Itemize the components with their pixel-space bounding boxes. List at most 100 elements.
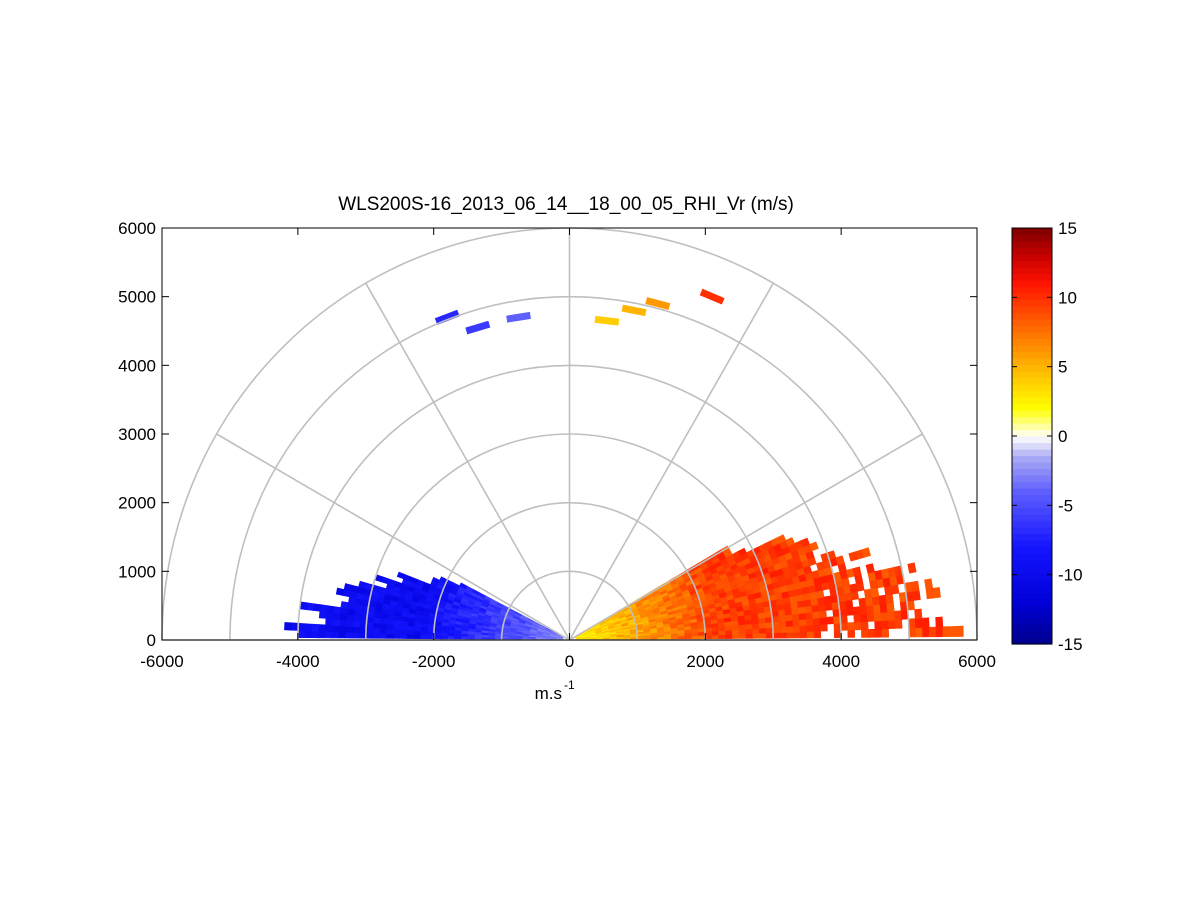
velocity-cell xyxy=(866,564,875,574)
velocity-cell xyxy=(447,636,454,639)
colorbar-swatch xyxy=(1012,397,1052,404)
velocity-cell xyxy=(753,628,760,633)
colorbar-tick-label: 15 xyxy=(1058,219,1077,238)
velocity-cell xyxy=(814,631,821,638)
velocity-cell xyxy=(871,588,879,597)
velocity-cell xyxy=(739,629,746,634)
velocity-cell xyxy=(846,607,854,615)
velocity-cell xyxy=(705,635,712,639)
velocity-cell xyxy=(875,629,882,637)
velocity-cell xyxy=(807,631,814,638)
velocity-cell xyxy=(915,609,922,619)
colorbar-swatch xyxy=(1012,469,1052,476)
velocity-cell xyxy=(339,620,346,627)
colorbar-swatch xyxy=(1012,573,1052,580)
velocity-cell xyxy=(325,625,332,632)
velocity-cell xyxy=(812,611,819,618)
velocity-cell xyxy=(346,626,353,632)
velocity-cell xyxy=(340,614,347,621)
velocity-cell xyxy=(732,634,739,639)
colorbar-swatch xyxy=(1012,358,1052,365)
colorbar-tick-label: 5 xyxy=(1058,358,1067,377)
colorbar-swatch xyxy=(1012,248,1052,255)
velocity-cell xyxy=(336,588,344,596)
velocity-cell xyxy=(880,604,888,613)
x-tick-label: -6000 xyxy=(140,652,183,671)
colorbar-swatch xyxy=(1012,618,1052,625)
velocity-cell xyxy=(291,623,298,631)
colorbar-swatch xyxy=(1012,417,1052,424)
colorbar-swatch xyxy=(1012,631,1052,638)
velocity-cell xyxy=(888,620,895,629)
colorbar-swatch xyxy=(1012,475,1052,482)
velocity-cell xyxy=(860,614,867,622)
colorbar-swatch xyxy=(1012,241,1052,248)
colorbar-swatch xyxy=(1012,306,1052,313)
velocity-cell xyxy=(909,628,916,637)
chart-title: WLS200S-16_2013_06_14__18_00_05_RHI_Vr (… xyxy=(338,194,794,215)
velocity-cell xyxy=(341,602,349,609)
colorbar-swatch xyxy=(1012,352,1052,359)
colorbar-swatch xyxy=(1012,410,1052,417)
velocity-cell xyxy=(319,611,326,618)
colorbar-swatch xyxy=(1012,553,1052,560)
velocity-cell xyxy=(400,630,407,635)
colorbar-swatch xyxy=(1012,501,1052,508)
x-tick-label: -2000 xyxy=(412,652,455,671)
velocity-cell xyxy=(352,632,359,638)
velocity-cell xyxy=(895,620,902,629)
colorbar-swatch xyxy=(1012,293,1052,300)
velocity-cell xyxy=(332,632,339,638)
colorbar-swatch xyxy=(1012,592,1052,599)
velocity-cell xyxy=(793,620,800,627)
y-tick-label: 1000 xyxy=(118,562,156,581)
colorbar-swatch xyxy=(1012,404,1052,411)
velocity-cell xyxy=(346,614,353,621)
colorbar-swatch xyxy=(1012,423,1052,430)
velocity-cell xyxy=(393,629,400,634)
colorbar-tick-label: -15 xyxy=(1058,635,1083,654)
velocity-cell xyxy=(326,612,333,619)
x-tick-label: 0 xyxy=(565,652,574,671)
velocity-cell xyxy=(766,633,773,639)
velocity-cell xyxy=(950,626,957,636)
velocity-cell xyxy=(911,581,919,591)
velocity-cell xyxy=(936,617,943,627)
colorbar-swatch xyxy=(1012,547,1052,554)
velocity-cell xyxy=(786,620,793,626)
velocity-cell xyxy=(813,618,820,625)
colorbar-swatch xyxy=(1012,274,1052,281)
velocity-cell xyxy=(752,623,759,629)
velocity-cell xyxy=(780,627,787,633)
velocity-cell xyxy=(413,630,420,634)
velocity-cell xyxy=(427,635,434,639)
colorbar-tick-label: -5 xyxy=(1058,496,1073,515)
velocity-cell xyxy=(305,624,312,631)
velocity-cell xyxy=(339,632,346,638)
velocity-cell xyxy=(943,627,950,637)
velocity-cell xyxy=(799,613,806,620)
velocity-cell xyxy=(346,620,353,626)
y-tick-label: 4000 xyxy=(118,356,156,375)
velocity-cell xyxy=(685,636,692,639)
colorbar-swatch xyxy=(1012,339,1052,346)
velocity-cell xyxy=(284,622,291,630)
velocity-cell xyxy=(807,625,814,632)
velocity-cell xyxy=(732,630,739,635)
colorbar-swatch xyxy=(1012,527,1052,534)
colorbar-swatch xyxy=(1012,326,1052,333)
colorbar-tick-label: -10 xyxy=(1058,566,1083,585)
velocity-cell xyxy=(759,623,766,629)
velocity-cell xyxy=(760,633,767,638)
velocity-cell xyxy=(886,594,894,603)
colorbar-swatch xyxy=(1012,560,1052,567)
colorbar-swatch xyxy=(1012,566,1052,573)
velocity-cell xyxy=(887,603,895,612)
colorbar-swatch xyxy=(1012,436,1052,443)
velocity-cell xyxy=(929,627,936,637)
velocity-cell xyxy=(366,633,373,639)
velocity-cell xyxy=(434,635,441,639)
velocity-cell xyxy=(359,627,366,633)
